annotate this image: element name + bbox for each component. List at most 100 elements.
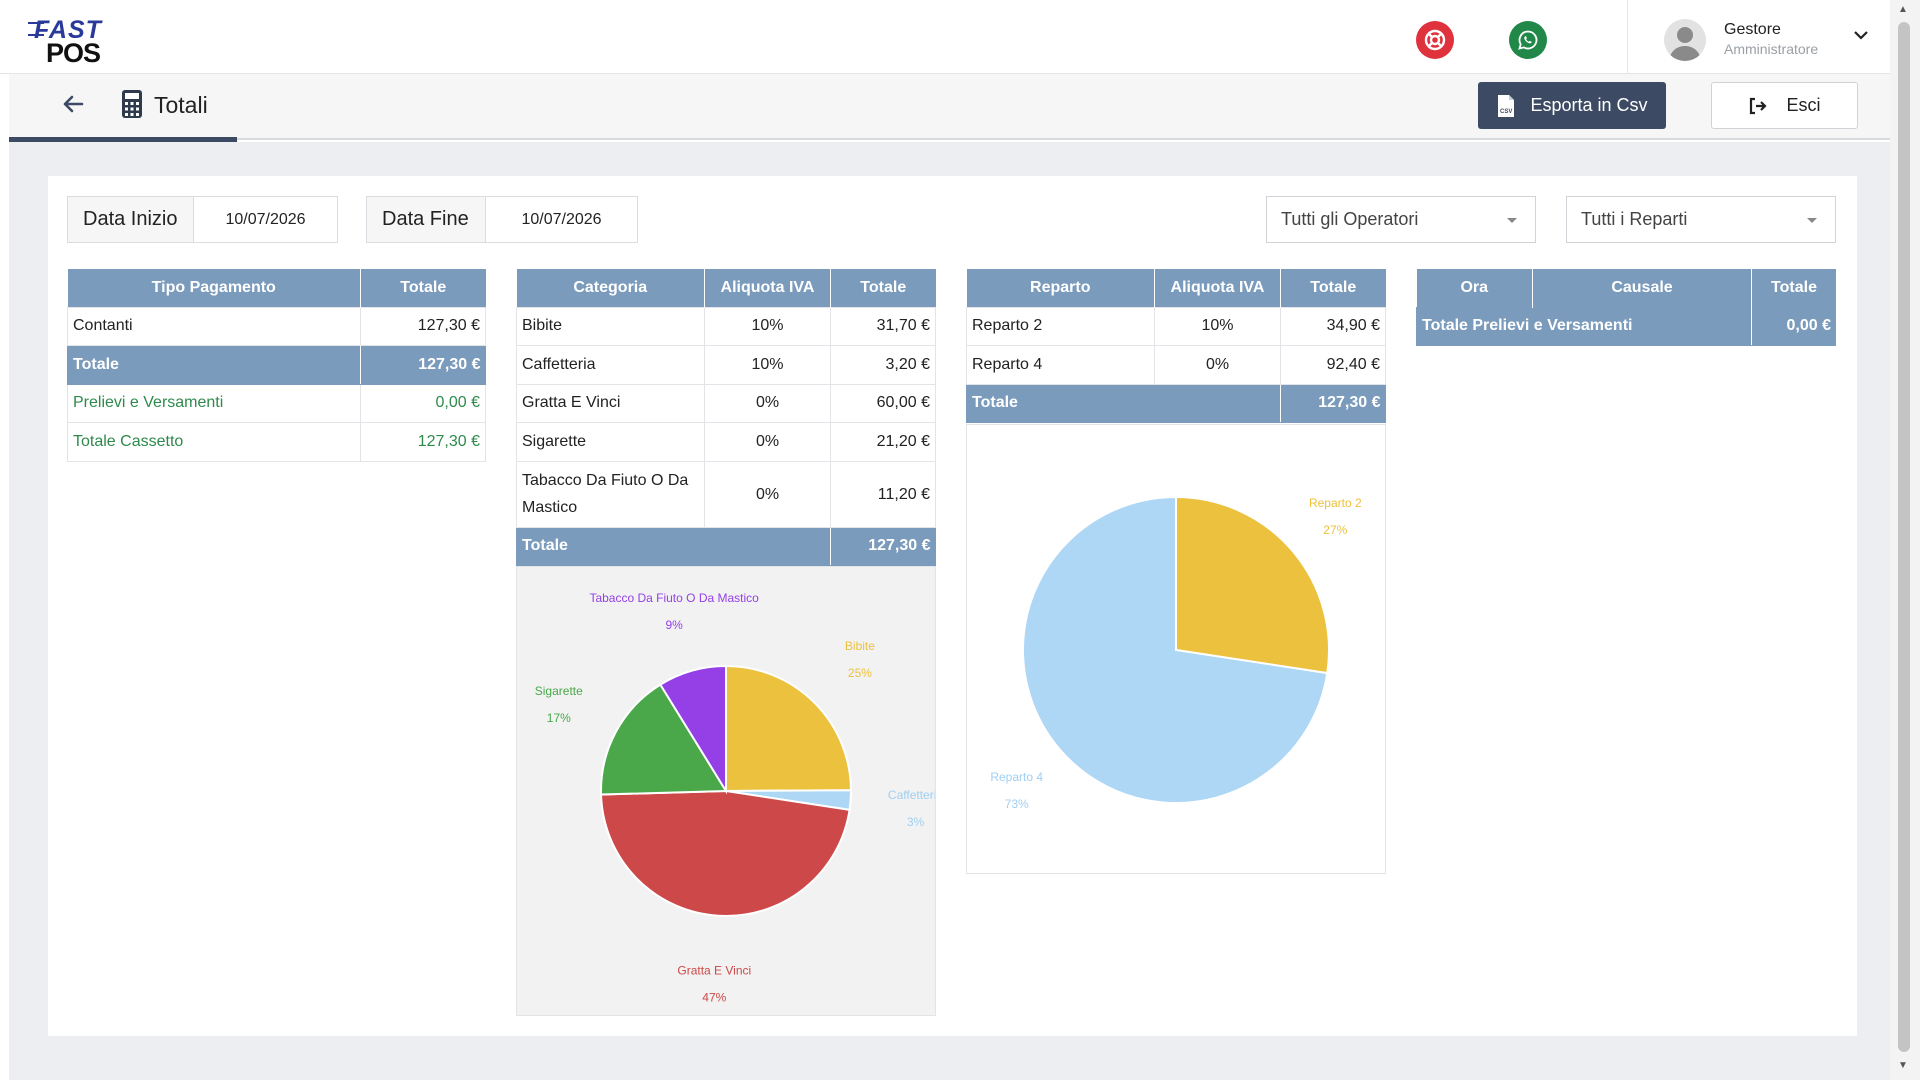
department-name-cell: Reparto 4 (966, 345, 1155, 385)
department-total-cell: 92,40 € (1280, 345, 1386, 385)
sign-out-icon (1750, 97, 1768, 114)
payments-total-value: 127,30 € (360, 345, 486, 385)
pie-slice-bibite[interactable] (725, 664, 853, 793)
department-name-cell: Reparto 2 (966, 306, 1155, 346)
user-role: Amministratore (1724, 41, 1819, 57)
category-vat-cell: 10% (704, 306, 831, 346)
scroll-up-icon[interactable]: ▲ (1898, 4, 1908, 15)
exit-button[interactable]: Esci (1711, 82, 1858, 129)
user-name: Gestore (1724, 21, 1781, 38)
lifebuoy-icon (1424, 29, 1446, 51)
payment-type-cell: Contanti (67, 306, 361, 346)
categories-chart-panel: Bibite 25% Caffetteria 3% Gratta E Vinci 47% S… (516, 566, 943, 1016)
category-total-cell: 11,20 € (830, 460, 936, 528)
start-date-input[interactable]: 10/07/2026 (225, 210, 306, 228)
department-total-cell: 34,90 € (1280, 306, 1386, 346)
pie-slice-tabacco-da-fiuto-o-da-mastico[interactable] (658, 664, 727, 795)
whatsapp-icon (1518, 30, 1538, 50)
calculator-icon (122, 90, 142, 118)
scroll-down-icon[interactable]: ▼ (1898, 1060, 1908, 1071)
table-row: Tabacco Da Fiuto O Da Mastico 0% 11,20 € (516, 460, 936, 528)
help-button[interactable] (1416, 21, 1454, 59)
category-name-cell: Tabacco Da Fiuto O Da Mastico (516, 460, 705, 528)
pie-label: Bibite (845, 639, 875, 653)
category-name-cell: Caffetteria (516, 345, 705, 385)
export-csv-label: Esporta in Csv (1530, 95, 1648, 115)
exit-label: Esci (1786, 95, 1821, 115)
page-title: Totali (154, 92, 208, 118)
pie-label: Gratta E Vinci (677, 964, 751, 978)
table-row: Reparto 2 10% 34,90 € (966, 306, 1386, 346)
pie-percent-label: 9% (665, 618, 683, 632)
movements-table: Ora Causale Totale Totale Prelievi e Ver… (1416, 269, 1836, 346)
table-row: Sigarette 0% 21,20 € (516, 422, 936, 462)
payment-total-cell: 127,30 € (360, 306, 486, 346)
pie-slice-gratta-e-vinci[interactable] (600, 789, 851, 917)
pie-percent-label: 3% (907, 815, 925, 829)
movements-total-value: 0,00 € (1751, 306, 1836, 346)
end-date-label: Data Fine (367, 197, 486, 242)
pie-slice-sigarette[interactable] (600, 683, 728, 796)
csv-file-icon: CSV (1498, 94, 1515, 117)
table-row: Gratta E Vinci 0% 60,00 € (516, 383, 936, 423)
pie-percent-label: 27% (1323, 523, 1347, 537)
category-total-cell: 21,20 € (830, 422, 936, 462)
export-csv-button[interactable]: CSV Esporta in Csv (1478, 82, 1666, 129)
table-row: Bibite 10% 31,70 € (516, 306, 936, 346)
categories-header-vat: Aliquota IVA (704, 269, 831, 307)
payments-total-row: Totale 127,30 € (67, 345, 486, 385)
departments-total-row: Totale 127,30 € (966, 383, 1386, 423)
category-total-cell: 60,00 € (830, 383, 936, 423)
avatar[interactable] (1664, 19, 1706, 61)
pie-slice-reparto-4[interactable] (1022, 495, 1329, 804)
arrow-left-icon[interactable] (61, 92, 85, 116)
table-row: Caffetteria 10% 3,20 € (516, 345, 936, 385)
categories-total-value: 127,30 € (830, 526, 936, 566)
movements-header-reason: Causale (1532, 269, 1752, 307)
category-name-cell: Gratta E Vinci (516, 383, 705, 423)
active-tab-indicator (9, 137, 237, 142)
whatsapp-button[interactable] (1509, 21, 1547, 59)
departments-total-label: Totale (966, 383, 1281, 423)
payments-header-total: Totale (360, 269, 486, 307)
end-date-input[interactable]: 10/07/2026 (521, 210, 602, 228)
drawer-total-row: Totale Cassetto 127,30 € (67, 422, 486, 462)
logo-speed-lines (28, 22, 44, 36)
start-date-filter: Data Inizio 10/07/2026 (67, 196, 338, 243)
pie-label: Tabacco Da Fiuto O Da Mastico (589, 591, 759, 605)
departments-table: Reparto Aliquota IVA Totale Reparto 2 10… (966, 269, 1386, 423)
departments-header-total: Totale (1280, 269, 1386, 307)
departments-pie-chart: Reparto 2 27% Reparto 4 73% (990, 495, 1362, 811)
pie-label: Caffetteria (888, 788, 935, 802)
logo-bottom-text: POS (46, 38, 101, 68)
logo-top-text: FAST (34, 16, 102, 44)
withdrawals-value: 0,00 € (360, 383, 486, 423)
operators-select[interactable]: Tutti gli Operatori (1266, 196, 1536, 243)
end-date-filter: Data Fine 10/07/2026 (366, 196, 638, 243)
payments-header-type: Tipo Pagamento (67, 269, 361, 307)
categories-table: Categoria Aliquota IVA Totale Bibite 10%… (516, 269, 936, 566)
pie-label: Reparto 2 (1309, 496, 1362, 510)
pie-percent-label: 47% (702, 991, 726, 1005)
departments-select[interactable]: Tutti i Reparti (1566, 196, 1836, 243)
start-date-label: Data Inizio (68, 197, 194, 242)
top-header: FAST POS Gestore Amministratore (0, 0, 1890, 74)
chevron-down-icon[interactable] (1853, 27, 1869, 43)
table-row: Contanti 127,30 € (67, 306, 486, 346)
pie-slice-reparto-2[interactable] (1175, 495, 1330, 675)
withdrawals-row: Prelievi e Versamenti 0,00 € (67, 383, 486, 423)
movements-header-time: Ora (1416, 269, 1533, 307)
categories-header-name: Categoria (516, 269, 705, 307)
scrollbar-thumb[interactable] (1898, 22, 1910, 1052)
operators-select-value: Tutti gli Operatori (1281, 209, 1419, 229)
departments-header-vat: Aliquota IVA (1154, 269, 1281, 307)
pie-label: Sigarette (535, 684, 583, 698)
caret-down-icon (1507, 218, 1517, 223)
categories-total-label: Totale (516, 526, 831, 566)
fastpos-logo[interactable]: FAST POS (28, 16, 118, 68)
category-name-cell: Bibite (516, 306, 705, 346)
category-vat-cell: 10% (704, 345, 831, 385)
category-vat-cell: 0% (704, 383, 831, 423)
category-total-cell: 3,20 € (830, 345, 936, 385)
departments-header-name: Reparto (966, 269, 1155, 307)
